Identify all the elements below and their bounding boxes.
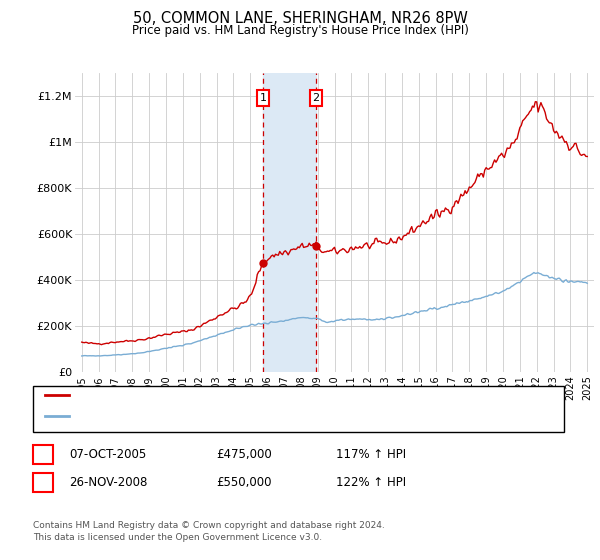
Text: 117% ↑ HPI: 117% ↑ HPI	[336, 448, 406, 461]
Text: 26-NOV-2008: 26-NOV-2008	[69, 476, 148, 489]
Text: Contains HM Land Registry data © Crown copyright and database right 2024.: Contains HM Land Registry data © Crown c…	[33, 521, 385, 530]
Text: 122% ↑ HPI: 122% ↑ HPI	[336, 476, 406, 489]
Text: HPI: Average price, detached house, North Norfolk: HPI: Average price, detached house, Nort…	[75, 410, 356, 421]
Bar	[263, 73, 316, 372]
Text: Price paid vs. HM Land Registry's House Price Index (HPI): Price paid vs. HM Land Registry's House …	[131, 24, 469, 36]
Text: 50, COMMON LANE, SHERINGHAM, NR26 8PW: 50, COMMON LANE, SHERINGHAM, NR26 8PW	[133, 11, 467, 26]
Text: 1: 1	[260, 93, 267, 103]
Text: £475,000: £475,000	[216, 448, 272, 461]
Text: 2: 2	[313, 93, 320, 103]
Text: 2: 2	[40, 476, 47, 489]
Text: £550,000: £550,000	[216, 476, 271, 489]
Text: 07-OCT-2005: 07-OCT-2005	[69, 448, 146, 461]
Text: 50, COMMON LANE, SHERINGHAM, NR26 8PW (detached house): 50, COMMON LANE, SHERINGHAM, NR26 8PW (d…	[75, 390, 433, 400]
Text: 1: 1	[40, 448, 47, 461]
Text: This data is licensed under the Open Government Licence v3.0.: This data is licensed under the Open Gov…	[33, 533, 322, 542]
